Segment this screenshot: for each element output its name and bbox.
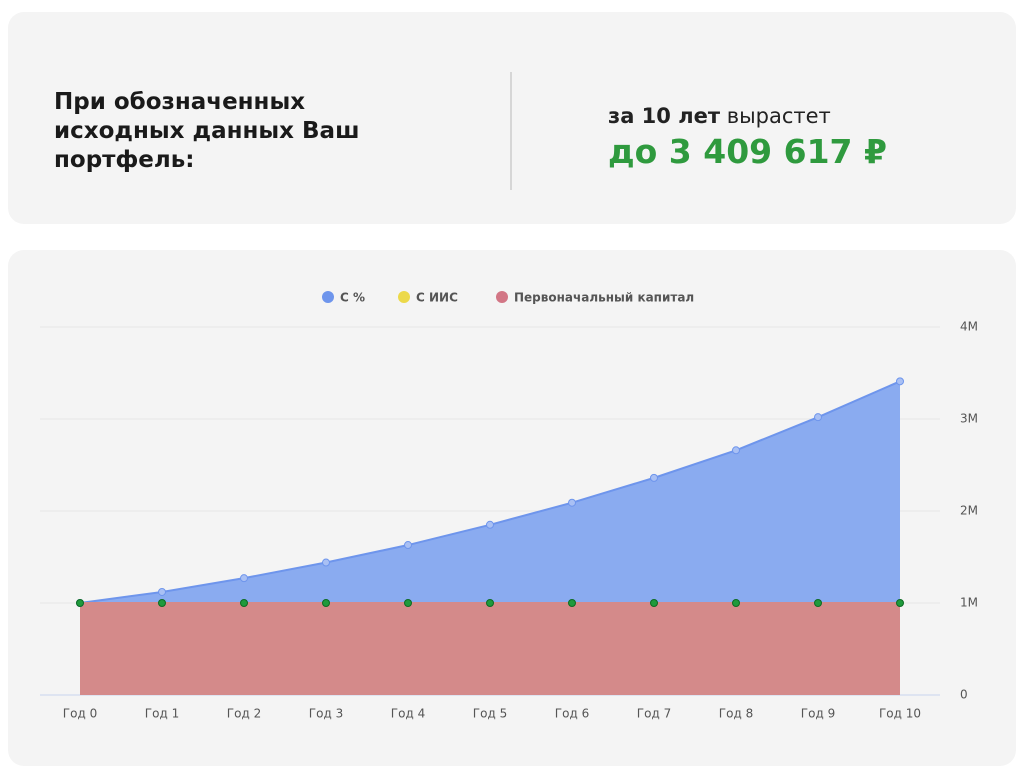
area <box>80 603 900 695</box>
point <box>732 599 740 607</box>
period: за 10 лет <box>608 104 721 128</box>
x-tick-label: Год 0 <box>63 707 97 721</box>
x-tick-label: Год 1 <box>145 707 179 721</box>
point <box>404 541 412 550</box>
y-tick-label: 2M <box>960 504 978 518</box>
point <box>158 587 166 596</box>
point <box>650 473 658 482</box>
x-tick-label: Год 5 <box>473 707 507 721</box>
legend-label: С % <box>340 291 365 305</box>
legend-swatch <box>398 291 410 303</box>
point <box>732 446 740 455</box>
legend-swatch <box>322 291 334 303</box>
point <box>76 599 84 607</box>
point <box>322 558 330 567</box>
period-line: за 10 лет вырастет <box>608 104 831 128</box>
point <box>568 599 576 607</box>
x-tick-label: Год 6 <box>555 707 589 721</box>
legend-swatch <box>496 291 508 303</box>
point <box>896 599 904 607</box>
point <box>404 599 412 607</box>
x-tick-label: Год 8 <box>719 707 753 721</box>
y-tick-label: 0 <box>960 688 968 702</box>
point <box>568 498 576 507</box>
x-tick-label: Год 7 <box>637 707 671 721</box>
point <box>650 599 658 607</box>
summary-text: При обозначенных исходных данных Ваш пор… <box>54 89 360 173</box>
x-tick-label: Год 4 <box>391 707 425 721</box>
separator <box>510 72 512 190</box>
y-tick-label: 4M <box>960 320 978 334</box>
y-tick-label: 3M <box>960 412 978 426</box>
x-tick-label: Год 2 <box>227 707 261 721</box>
point <box>240 599 248 607</box>
verb: вырастет <box>726 104 831 128</box>
point <box>158 599 166 607</box>
legend-label: С ИИС <box>416 291 458 305</box>
point <box>814 413 822 422</box>
point <box>240 574 248 583</box>
summary-card: При обозначенных исходных данных Ваш пор… <box>8 12 1016 224</box>
y-tick-label: 1M <box>960 596 978 610</box>
x-tick-label: Год 9 <box>801 707 835 721</box>
legend-label: Первоначальный капитал <box>514 291 694 305</box>
point <box>322 599 330 607</box>
result: до 3 409 617 ₽ <box>608 132 887 171</box>
point <box>486 599 494 607</box>
x-tick-label: Год 10 <box>879 707 921 721</box>
point <box>486 520 494 529</box>
x-tick-label: Год 3 <box>309 707 343 721</box>
point <box>814 599 822 607</box>
point <box>896 377 904 386</box>
